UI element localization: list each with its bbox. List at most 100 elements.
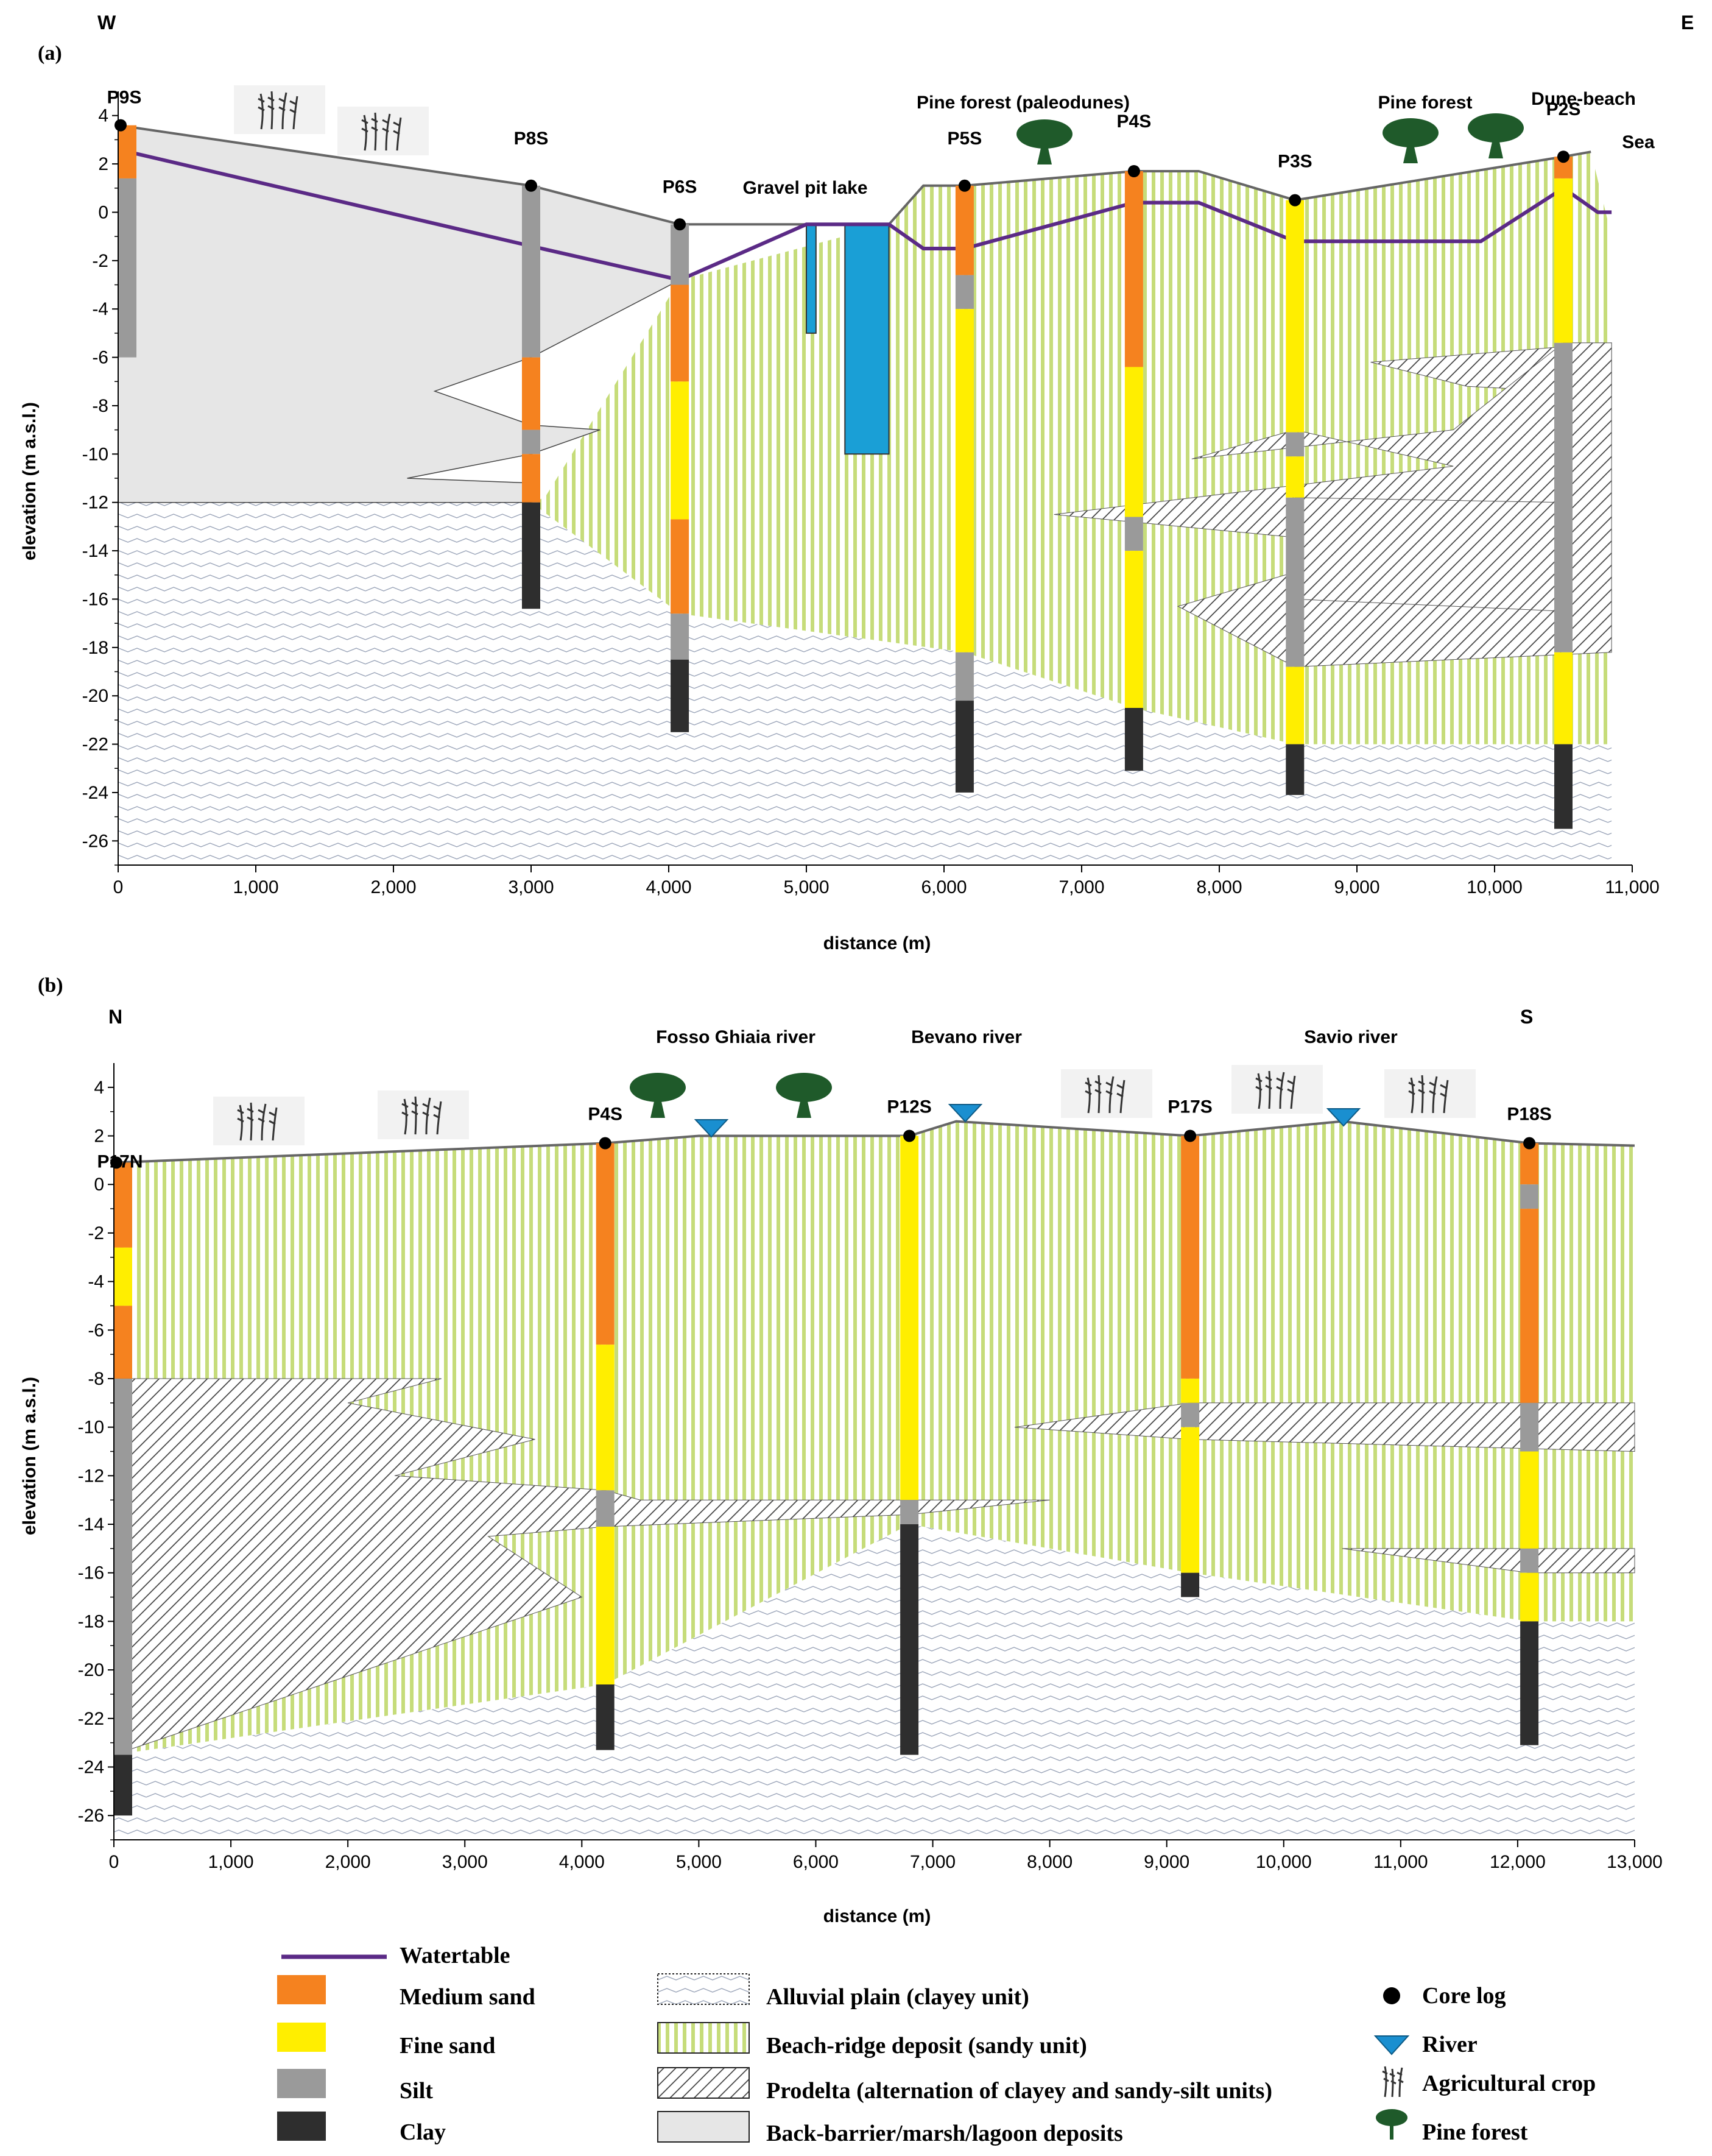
core-p3s-layer-silt: [1286, 432, 1305, 457]
x-tick-label: 5,000: [676, 1852, 722, 1872]
agricultural-crop-icon: [378, 1090, 469, 1139]
crop-icon-stems: [1087, 1075, 1125, 1114]
core-p5s-layer-silt: [955, 652, 974, 701]
x-tick-label: 4,000: [559, 1852, 605, 1872]
legend-medium-sand-label: Medium sand: [400, 1984, 535, 2010]
x-tick-label: 2,000: [325, 1852, 371, 1872]
x-tick-label: 10,000: [1467, 877, 1523, 897]
ground-surface-line: [113, 1120, 1635, 1164]
prodelta-wedge-1: [1014, 1402, 1635, 1452]
core-p18s-layer-silt: [1520, 1184, 1539, 1209]
legend-prodelta-label: Prodelta (alternation of clayey and sand…: [766, 2078, 1272, 2104]
core-p5s-layer-clay: [955, 701, 974, 793]
alluvial-plain-unit: [114, 1524, 1635, 1840]
core-p2s-layer-fine_sand: [1554, 178, 1573, 343]
x-tick-label: 1,000: [208, 1852, 254, 1872]
legend-beach-ridge-swatch: [657, 2022, 750, 2054]
core-p8s-layer-silt: [522, 185, 540, 358]
core-p5s-layer-medium_sand: [955, 185, 974, 275]
river-icon: [948, 1104, 983, 1123]
legend-medium-sand-swatch: [277, 1975, 326, 2004]
core-p17n-layer-medium_sand: [114, 1162, 132, 1248]
agricultural-crop-icon: [1231, 1065, 1323, 1114]
core-p8s-layer-medium_sand: [522, 454, 540, 503]
core-p17s-layer-medium_sand: [1181, 1136, 1200, 1379]
core-p18s-layer-silt: [1520, 1548, 1539, 1573]
y-tick-label: -2: [88, 1223, 104, 1243]
x-tick-label: 0: [113, 877, 124, 897]
panel-a-left-direction: W: [97, 12, 116, 34]
core-p4s-layer-fine_sand: [1124, 551, 1143, 709]
core-p4s-layer-medium_sand: [596, 1143, 615, 1345]
river-icon: [694, 1119, 729, 1138]
y-tick-label: 4: [98, 106, 108, 126]
crop-icon-grains: [361, 118, 400, 135]
pine-forest-icon: [630, 1073, 686, 1118]
legend-alluvial-label: Alluvial plain (clayey unit): [766, 1984, 1029, 2010]
x-tick-label: 7,000: [1059, 877, 1104, 897]
core-label-p3s: P3S: [1278, 152, 1312, 172]
x-tick-label: 8,000: [1027, 1852, 1073, 1872]
x-tick-label: 11,000: [1605, 877, 1660, 897]
core-label-p18s: P18S: [1507, 1105, 1551, 1125]
crop-icon-grains: [1085, 1080, 1124, 1098]
tree-trunk: [1037, 143, 1052, 164]
y-tick-label: 4: [94, 1078, 104, 1098]
panel-b-left-direction: N: [108, 1006, 122, 1028]
legend: Watertable Medium sand Fine sand Silt Cl…: [277, 1943, 1596, 2146]
y-tick-label: -20: [82, 686, 108, 706]
core-log-point-p6s: [674, 218, 686, 231]
y-tick-label: -14: [82, 541, 108, 561]
crop-icon-bg: [337, 107, 429, 155]
pine-forest-icon: [1383, 118, 1439, 163]
core-log-point-p4s: [599, 1137, 611, 1150]
core-p18s-layer-medium_sand: [1520, 1143, 1539, 1185]
y-tick-label: -16: [82, 589, 108, 609]
y-tick-label: -22: [82, 735, 108, 755]
prodelta-wedge-0: [113, 1378, 1050, 1756]
river-icon: [1326, 1108, 1361, 1127]
crop-icon-grains: [1408, 1080, 1447, 1098]
crop-icon-bg: [378, 1090, 469, 1139]
panel-a-right-direction: E: [1681, 12, 1694, 34]
gravel-pit-lake-1: [844, 224, 890, 455]
core-p2s-layer-clay: [1554, 744, 1573, 829]
y-tick-label: -6: [92, 348, 108, 368]
annotation-pine-forest-paleodunes: Pine forest (paleodunes): [917, 93, 1130, 113]
annotation-pine-forest: Pine forest: [1378, 93, 1472, 113]
core-p2s-layer-fine_sand: [1554, 652, 1573, 744]
core-p6s-layer-silt: [671, 224, 689, 285]
core-p4s-layer-fine_sand: [1124, 367, 1143, 517]
y-tick-label: 2: [98, 154, 108, 174]
y-tick-label: -18: [82, 638, 108, 658]
core-p12s-layer-clay: [900, 1524, 919, 1755]
y-tick-label: -26: [78, 1806, 104, 1826]
panel-a-ylabel: elevation (m a.s.l.): [19, 402, 40, 560]
y-tick-label: -12: [82, 493, 108, 513]
x-tick-label: 1,000: [233, 877, 278, 897]
x-tick-label: 3,000: [508, 877, 554, 897]
core-log-point-p2s: [1557, 150, 1569, 163]
core-p6s-layer-fine_sand: [671, 381, 689, 520]
crop-icon-bg: [1231, 1065, 1323, 1114]
crop-icon-grains: [401, 1101, 440, 1119]
core-label-p5s: P5S: [948, 129, 982, 149]
crop-icon-stems: [259, 91, 298, 130]
x-tick-label: 9,000: [1144, 1852, 1189, 1872]
crop-icon-grains: [237, 1108, 276, 1125]
crop-icon-stems: [363, 112, 402, 151]
tree-crown: [630, 1073, 686, 1102]
crop-icon-bg: [1384, 1069, 1476, 1118]
core-p6s-layer-medium_sand: [671, 285, 689, 382]
y-tick-label: -24: [78, 1757, 104, 1777]
core-p17s-layer-fine_sand: [1181, 1427, 1200, 1573]
y-tick-label: -14: [78, 1515, 104, 1535]
core-p8s-layer-silt: [522, 429, 540, 454]
legend-agricultural-crop-label: Agricultural crop: [1422, 2071, 1596, 2096]
core-p6s-layer-medium_sand: [671, 519, 689, 614]
panel-a-label: (a): [38, 42, 62, 65]
legend-silt-label: Silt: [400, 2078, 433, 2104]
agricultural-crop-icon: [234, 85, 325, 134]
y-tick-label: -4: [88, 1272, 104, 1292]
crop-icon-grains: [258, 96, 297, 114]
